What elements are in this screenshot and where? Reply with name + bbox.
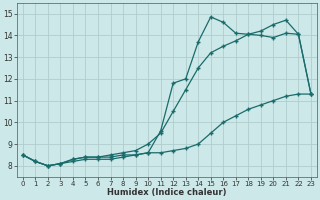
X-axis label: Humidex (Indice chaleur): Humidex (Indice chaleur)	[107, 188, 227, 197]
